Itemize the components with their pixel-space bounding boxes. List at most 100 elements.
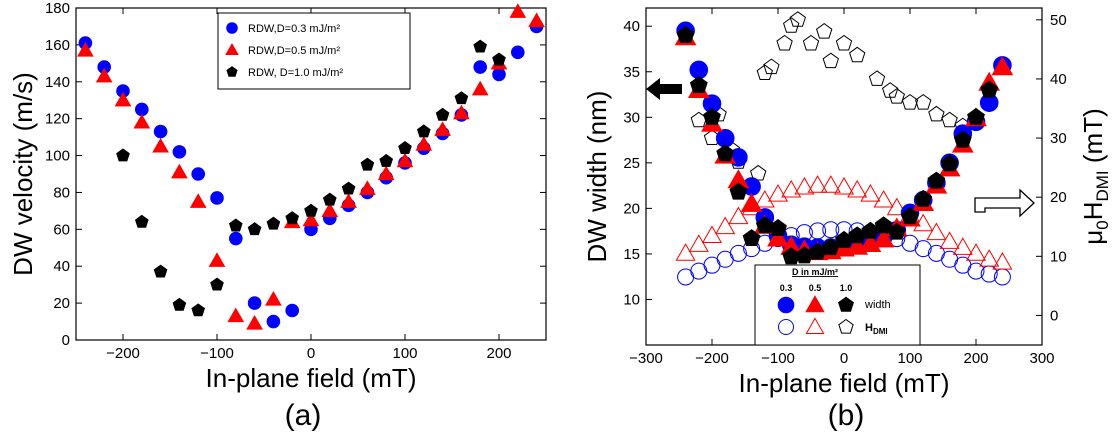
x-tick-label: −100 [200, 345, 234, 362]
data-point-series-5 [728, 206, 749, 225]
y-tick-label: 10 [623, 291, 640, 308]
x-tick-label: 0 [840, 350, 848, 367]
legend-column-label: 1.0 [840, 283, 853, 293]
data-point-series-3 [153, 264, 168, 278]
data-point-series-2 [227, 307, 245, 323]
data-point-series-6 [901, 93, 919, 110]
data-point-series-2 [321, 202, 339, 218]
legend-marker-2 [225, 43, 239, 56]
legend-width-marker-3 [838, 296, 854, 312]
x-tick-label: 200 [963, 350, 988, 367]
h-symbol: H [1078, 202, 1108, 221]
x-tick-label: 300 [1029, 350, 1054, 367]
x-tick-label: 100 [392, 345, 417, 362]
data-point-series-3 [247, 222, 262, 236]
data-point-series-2 [189, 193, 207, 208]
data-point-series-3 [716, 144, 735, 162]
legend-hdmi-marker-3 [838, 318, 854, 334]
data-point-series-6 [915, 93, 932, 110]
y-tick-label: 0 [62, 332, 70, 349]
y-tick-label: 100 [45, 148, 70, 165]
x-tick-label: −300 [629, 350, 663, 367]
data-point-series-2 [95, 67, 113, 83]
data-point-series-3 [228, 218, 243, 232]
data-point-series-2 [528, 12, 545, 28]
data-point-series-5 [886, 197, 907, 216]
data-point-series-3 [191, 303, 206, 317]
data-point-series-1 [247, 296, 262, 310]
data-point-series-5 [860, 184, 881, 202]
left-axis-arrow-icon [646, 78, 682, 100]
panel-b-width-chart: −300 −200 −100 0 100 200 300101520253035400102… [582, 7, 1112, 432]
data-point-series-2 [302, 211, 320, 227]
data-point-series-2 [265, 290, 282, 306]
x-tick-label: −200 [106, 345, 140, 362]
data-point-series-3 [689, 76, 708, 94]
data-point-series-3 [887, 222, 906, 240]
data-point-series-2 [740, 192, 763, 212]
x-tick-label: 0 [307, 345, 315, 362]
y-tick-label: 160 [45, 37, 70, 54]
legend-label: RDW,D=0.5 mJ/m² [248, 45, 340, 57]
legend-hdmi-sub: DMI [873, 327, 888, 336]
data-point-series-5 [965, 243, 987, 261]
data-point-series-1 [229, 231, 243, 246]
data-point-series-6 [822, 52, 839, 69]
data-point-series-3 [360, 157, 375, 171]
data-point-series-2 [208, 252, 226, 267]
data-point-series-3 [304, 203, 318, 217]
right-axis-arrow-icon [974, 188, 1035, 218]
panel-b-axis-arrows [646, 78, 1035, 218]
data-point-series-2 [509, 3, 527, 18]
data-point-series-1 [191, 167, 205, 181]
data-point-series-2 [133, 113, 151, 129]
legend-column-label: 0.5 [809, 283, 822, 293]
legend-hdmi-marker-2 [805, 317, 825, 334]
data-point-series-4 [967, 262, 985, 280]
data-point-series-3 [980, 80, 999, 98]
data-point-series-3 [379, 153, 394, 167]
data-point-series-5 [820, 175, 841, 193]
legend-column-label: 0.3 [780, 283, 793, 293]
panel-b-right-y-axis-label: μ0HDMI (mT) [1078, 108, 1112, 245]
data-point-series-6 [789, 11, 806, 27]
data-point-series-3 [703, 107, 721, 125]
data-point-series-4 [729, 244, 747, 262]
legend-width-label: width [864, 299, 891, 311]
data-point-series-2 [171, 163, 188, 179]
data-point-series-2 [359, 180, 376, 195]
mu-symbol: μ [1078, 230, 1108, 245]
data-point-series-6 [849, 46, 866, 63]
data-point-series-2 [991, 56, 1014, 76]
data-point-series-1 [210, 191, 224, 205]
x-tick-label: −200 [695, 350, 729, 367]
data-point-series-6 [928, 105, 945, 122]
data-point-series-5 [939, 231, 960, 249]
data-point-series-2 [471, 80, 489, 96]
data-point-series-3 [398, 141, 412, 154]
data-point-series-5 [979, 249, 1000, 267]
panel-b-y-axis-label: DW width (nm) [582, 91, 612, 263]
legend-width-marker-1 [777, 296, 795, 314]
y-tick-label: 30 [623, 109, 640, 126]
data-point-series-6 [868, 70, 886, 86]
data-point-series-2 [767, 227, 789, 247]
data-point-series-1 [473, 60, 488, 74]
y-tick-label: 60 [53, 221, 70, 238]
legend-label: RDW, D=1.0 mJ/m² [248, 67, 343, 79]
data-point-series-5 [873, 189, 894, 208]
unit: (mT) [1078, 108, 1108, 170]
panel-b-label: (b) [828, 399, 865, 432]
y-tick-label: 40 [623, 18, 640, 35]
data-point-series-2 [872, 228, 895, 248]
dmi-subscript: DMI [1093, 170, 1112, 201]
y-tick-label: 25 [623, 155, 640, 172]
data-point-series-3 [435, 107, 450, 121]
data-point-series-2 [434, 121, 451, 136]
y-tick-label: 20 [623, 200, 640, 217]
data-point-series-1 [492, 67, 506, 82]
legend-header: D in mJ/m² [792, 267, 838, 277]
right-y-tick-label: 20 [1050, 189, 1067, 206]
data-point-series-6 [776, 34, 793, 51]
